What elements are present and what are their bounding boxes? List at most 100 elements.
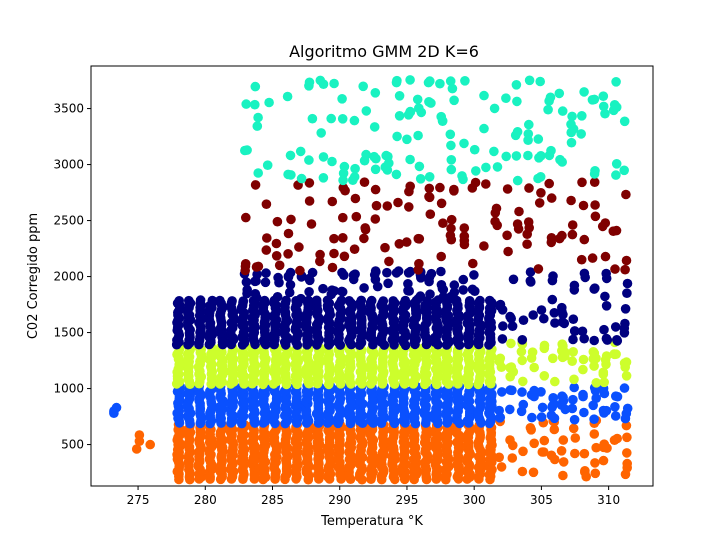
data-point-2592 xyxy=(470,177,481,188)
data-point-2343 xyxy=(517,355,527,366)
data-point-2684 xyxy=(370,88,381,98)
data-point-2232 xyxy=(508,440,518,451)
data-point-2678 xyxy=(358,81,369,92)
data-point-2492 xyxy=(405,266,416,277)
x-tick-label-295: 295 xyxy=(396,493,419,507)
data-point-2704 xyxy=(412,94,423,105)
data-point-2607 xyxy=(524,183,534,193)
data-point-2662 xyxy=(315,75,326,86)
data-point-2270 xyxy=(609,435,620,446)
data-point-2557 xyxy=(370,214,381,224)
data-point-2281 xyxy=(505,404,515,415)
data-point-2340 xyxy=(518,376,528,387)
data-point-2341 xyxy=(516,346,527,357)
data-point-2437 xyxy=(622,278,633,289)
data-point-2564 xyxy=(393,197,403,208)
data-point-2594 xyxy=(479,241,489,251)
data-point-2233 xyxy=(517,466,528,477)
data-point-2676 xyxy=(350,163,360,174)
data-point-2659 xyxy=(304,77,315,88)
data-point-2249 xyxy=(556,446,567,456)
data-point-2540 xyxy=(315,256,325,267)
data-point-2628 xyxy=(590,211,601,222)
data-point-2392 xyxy=(506,313,516,324)
data-point-2743 xyxy=(512,127,523,137)
data-point-1922 xyxy=(311,295,322,306)
data-point-2497 xyxy=(416,273,426,283)
data-point-2766 xyxy=(567,111,577,122)
data-point-2251 xyxy=(558,457,569,467)
data-point-2610 xyxy=(524,223,534,233)
data-point-1176 xyxy=(109,408,119,419)
data-point-2770 xyxy=(577,111,587,121)
data-point-2690 xyxy=(383,151,393,162)
data-point-2646 xyxy=(253,112,263,123)
data-point-2299 xyxy=(549,413,560,424)
data-point-2431 xyxy=(601,333,612,344)
data-point-2277 xyxy=(497,387,507,397)
data-point-2491 xyxy=(404,286,415,296)
data-point-2691 xyxy=(394,111,405,121)
data-point-2643 xyxy=(252,121,263,131)
x-axis: 275 280 285 290 295 300 305 310 xyxy=(127,486,620,507)
data-point-2310 xyxy=(569,414,580,425)
data-point-2720 xyxy=(447,83,458,94)
data-point-2385 xyxy=(498,321,508,331)
data-point-2241 xyxy=(539,447,549,457)
data-point-2728 xyxy=(460,76,470,86)
data-point-2292 xyxy=(536,412,547,422)
data-point-2650 xyxy=(282,91,293,102)
data-point-2309 xyxy=(568,394,578,405)
data-point-1751 xyxy=(215,295,225,306)
data-point-2367 xyxy=(588,347,599,357)
data-point-2727 xyxy=(458,174,468,185)
data-point-2545 xyxy=(338,233,348,243)
data-point-2707 xyxy=(414,103,424,113)
x-tick-label-300: 300 xyxy=(463,493,486,507)
data-point-2606 xyxy=(522,239,532,249)
data-point-2682 xyxy=(369,122,380,132)
data-point-2506 xyxy=(438,292,449,302)
data-point-2245 xyxy=(550,454,560,465)
data-point-2666 xyxy=(327,156,337,167)
data-point-2381 xyxy=(621,371,632,381)
data-point-2525 xyxy=(262,233,272,243)
data-point-2430 xyxy=(601,301,612,311)
data-point-2732 xyxy=(479,123,489,134)
y-tick-label-3000: 3000 xyxy=(53,158,84,172)
data-point-2339 xyxy=(506,362,517,372)
data-point-2484 xyxy=(383,278,393,289)
x-tick-label-310: 310 xyxy=(597,493,620,507)
data-point-2331 xyxy=(619,383,630,393)
data-point-2501 xyxy=(424,272,435,283)
data-point-2391 xyxy=(507,321,518,332)
data-point-2558 xyxy=(370,184,381,195)
data-point-2760 xyxy=(544,150,555,161)
data-point-2333 xyxy=(495,353,506,364)
data-point-2740 xyxy=(511,80,522,90)
data-point-2240 xyxy=(539,435,550,446)
data-point-2757 xyxy=(543,104,553,115)
data-point-2055 xyxy=(388,296,399,306)
y-axis-label: C02 Corregido ppm xyxy=(26,213,41,339)
data-point-2697 xyxy=(405,154,415,165)
data-point-1979 xyxy=(344,296,355,306)
data-point-2495 xyxy=(415,291,426,301)
data-point-2648 xyxy=(264,97,274,108)
data-point-2535 xyxy=(295,265,305,276)
data-point-2619 xyxy=(554,233,565,244)
data-point-2538 xyxy=(304,196,315,206)
data-point-2700 xyxy=(405,75,415,85)
data-point-2617 xyxy=(546,233,557,243)
data-point-2590 xyxy=(459,223,470,233)
data-point-2459 xyxy=(284,287,295,298)
data-point-2551 xyxy=(349,244,360,254)
data-point-1770 xyxy=(227,296,237,306)
data-point-2518 xyxy=(240,261,251,272)
data-point-2752 xyxy=(533,134,544,144)
data-point-2432 xyxy=(610,322,621,332)
data-point-2636 xyxy=(608,226,619,236)
x-tick-label-305: 305 xyxy=(530,493,553,507)
data-point-2236 xyxy=(529,438,539,449)
data-point-2362 xyxy=(578,364,588,375)
